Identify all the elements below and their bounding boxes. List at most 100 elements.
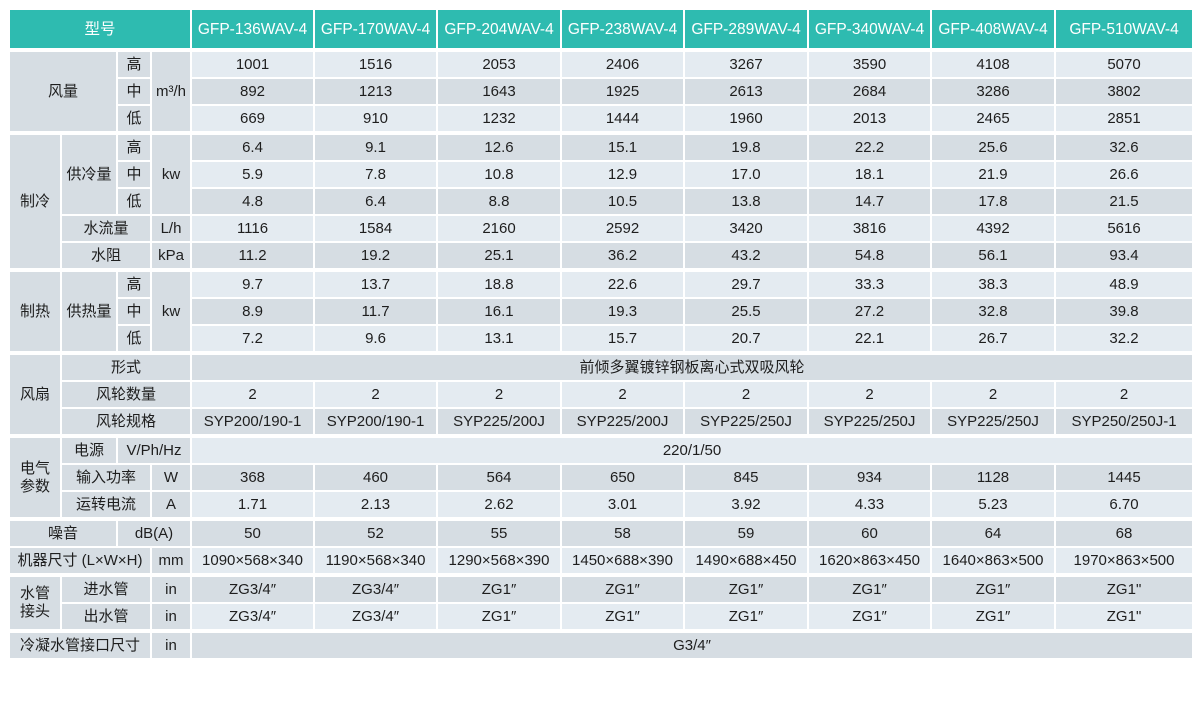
table-row: 中 892 1213 1643 1925 2613 2684 3286 3802 [9, 77, 1195, 106]
dimensions-value: 1620×863×450 [807, 546, 933, 576]
fan-count-value: 2 [190, 380, 316, 409]
cooling-capacity-value: 21.9 [930, 160, 1057, 189]
cooling-capacity-value: 21.5 [1054, 187, 1195, 216]
fan-count-value: 2 [930, 380, 1057, 409]
air-volume-value: 1960 [683, 104, 810, 134]
fan-spec-label: 风轮规格 [59, 407, 193, 437]
table-row: 低 669 910 1232 1444 1960 2013 2465 2851 [9, 104, 1195, 134]
table-row: 运转电流 A 1.71 2.13 2.62 3.01 3.92 4.33 5.23 6.70 [9, 490, 1195, 520]
table-row: 电气 参数 电源 V/Ph/Hz 220/1/50 [8, 434, 1195, 520]
water-flow-value: 4392 [930, 214, 1057, 243]
heating-capacity-unit: kw [149, 268, 193, 354]
water-resistance-value: 11.2 [190, 241, 316, 271]
model-column-header: GFP-408WAV-4 [930, 8, 1057, 51]
water-resistance-value: 19.2 [313, 241, 439, 271]
air-volume-value: 1925 [560, 77, 686, 106]
speed-level-label: 低 [116, 324, 152, 354]
model-column-header: GFP-238WAV-4 [560, 8, 686, 51]
noise-value: 59 [683, 517, 810, 548]
air-volume-value: 2684 [807, 77, 933, 106]
cooling-capacity-value: 17.0 [683, 160, 810, 189]
table-row: 中 8.9 11.7 16.1 19.3 25.5 27.2 32.8 39.8 [9, 297, 1195, 326]
model-column-header: GFP-170WAV-4 [313, 8, 439, 51]
air-volume-value: 892 [190, 77, 316, 106]
speed-level-label: 中 [116, 160, 152, 189]
cooling-capacity-value: 10.5 [560, 187, 686, 216]
table-row: 制热 供热量高 kw 9.7 13.7 18.8 22.6 29.7 33.3 38.3 48.9 [8, 268, 1195, 354]
cooling-capacity-value: 25.6 [930, 131, 1057, 162]
outlet-pipe-value: ZG3/4″ [190, 602, 316, 632]
dimensions-value: 1490×688×450 [683, 546, 810, 576]
air-volume-value: 1516 [313, 48, 439, 79]
model-column-header: GFP-289WAV-4 [683, 8, 810, 51]
heating-capacity-value: 18.8 [436, 268, 563, 299]
air-volume-value: 910 [313, 104, 439, 134]
cooling-capacity-value: 12.6 [436, 131, 563, 162]
running-current-value: 4.33 [807, 490, 933, 520]
speed-level-label: 低 [116, 187, 152, 216]
heating-capacity-value: 20.7 [683, 324, 810, 354]
air-volume-value: 3802 [1054, 77, 1195, 106]
water-flow-value: 3816 [807, 214, 933, 243]
noise-unit: dB(A) [115, 517, 193, 548]
fan-spec-value: SYP250/250J-1 [1054, 407, 1195, 437]
model-column-header: GFP-510WAV-4 [1054, 8, 1195, 51]
table-row: 型号 GFP-136WAV-4 GFP-170WAV-4 GFP-204WAV-4 GF… [7, 8, 1195, 51]
fan-spec-value: SYP225/250J [683, 407, 810, 437]
cooling-capacity-value: 26.6 [1054, 160, 1195, 189]
input-power-value: 564 [436, 463, 563, 492]
running-current-value: 2.62 [436, 490, 563, 520]
water-resistance-label: 水阻 [60, 241, 152, 271]
cooling-capacity-value: 15.1 [560, 131, 686, 162]
table-row: 水流量 L/h 1116 1584 2160 2592 3420 3816 4392 5616 [9, 214, 1195, 243]
fan-count-value: 2 [436, 380, 563, 409]
air-volume-value: 2465 [930, 104, 1057, 134]
inlet-pipe-label: 进水管 [60, 573, 152, 604]
air-volume-value: 1001 [190, 48, 316, 79]
noise-label: 噪音 [8, 517, 118, 548]
inlet-pipe-value: ZG1″ [436, 573, 563, 604]
water-pipe-label: 水管 接头 [8, 573, 62, 632]
heating-capacity-value: 26.7 [930, 324, 1057, 354]
speed-level-label: 高 [116, 48, 152, 79]
running-current-value: 3.01 [560, 490, 686, 520]
outlet-pipe-value: ZG1″ [560, 602, 686, 632]
heating-capacity-value: 22.1 [807, 324, 933, 354]
noise-value: 58 [560, 517, 686, 548]
noise-value: 50 [190, 517, 316, 548]
dimensions-unit: mm [149, 546, 193, 576]
power-supply-unit: V/Ph/Hz [115, 434, 193, 465]
cooling-capacity-value: 12.9 [560, 160, 686, 189]
air-volume-value: 4108 [930, 48, 1057, 79]
input-power-value: 368 [190, 463, 316, 492]
condensate-label: 冷凝水管接口尺寸 [8, 629, 152, 660]
air-volume-value: 1213 [313, 77, 439, 106]
heating-capacity-value: 13.1 [436, 324, 563, 354]
water-resistance-value: 36.2 [560, 241, 686, 271]
cooling-capacity-value: 13.8 [683, 187, 810, 216]
table-row: 机器尺寸 (L×W×H) mm 1090×568×340 1190×568×340 12… [8, 546, 1195, 576]
cooling-capacity-value: 9.1 [313, 131, 439, 162]
cooling-capacity-value: 14.7 [807, 187, 933, 216]
outlet-pipe-value: ZG3/4″ [313, 602, 439, 632]
heating-label: 制热 [8, 268, 62, 354]
running-current-label: 运转电流 [60, 490, 152, 520]
condensate-value: G3/4″ [190, 629, 1195, 660]
heating-capacity-value: 38.3 [930, 268, 1057, 299]
fan-count-value: 2 [560, 380, 686, 409]
heating-capacity-label: 供热量 [60, 268, 118, 354]
table-row: 输入功率 W 368 460 564 650 845 934 1128 1445 [9, 463, 1195, 492]
fan-label: 风扇 [8, 351, 62, 437]
air-volume-value: 3267 [683, 48, 810, 79]
inlet-pipe-value: ZG3/4″ [313, 573, 439, 604]
input-power-value: 460 [313, 463, 439, 492]
dimensions-value: 1090×568×340 [190, 546, 316, 576]
dimensions-value: 1290×568×390 [436, 546, 563, 576]
fan-spec-value: SYP225/250J [807, 407, 933, 437]
table-row: 风量高 m³/h 1001 1516 2053 2406 3267 3590 4108 5070 [8, 48, 1195, 134]
air-volume-value: 2406 [560, 48, 686, 79]
table-row: 低 7.2 9.6 13.1 15.7 20.7 22.1 26.7 32.2 [9, 324, 1195, 354]
fan-count-value: 2 [1054, 380, 1195, 409]
input-power-value: 1445 [1054, 463, 1195, 492]
outlet-pipe-label: 出水管 [60, 602, 152, 632]
